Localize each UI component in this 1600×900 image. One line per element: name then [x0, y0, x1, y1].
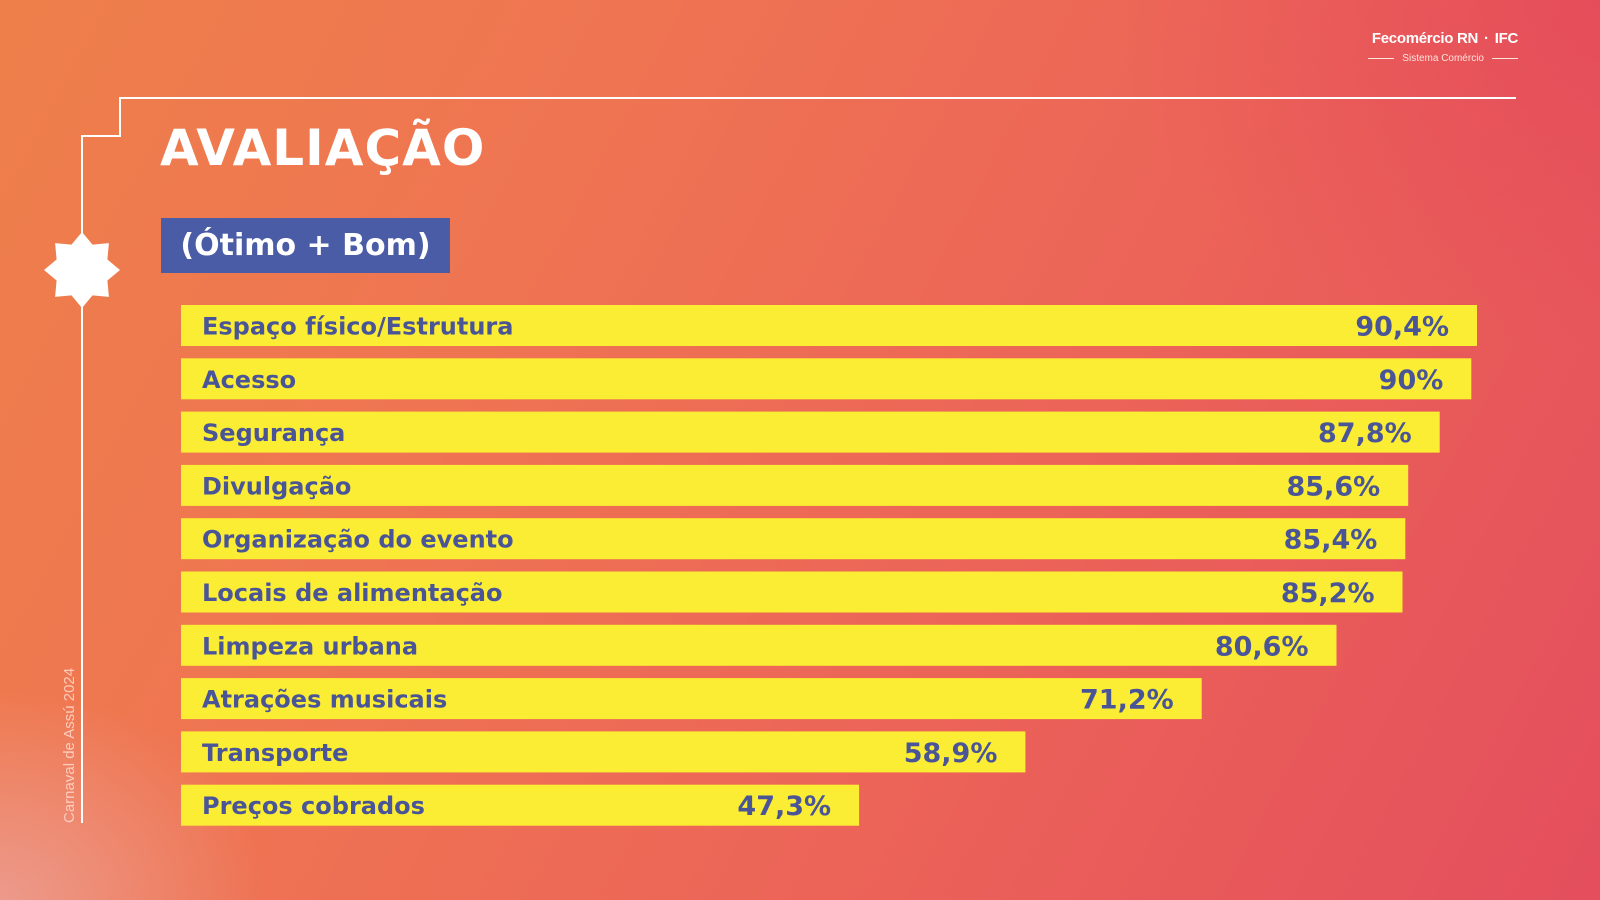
category-label: Atrações musicais [202, 686, 447, 714]
brand-tagline: Sistema Comércio [1402, 53, 1484, 64]
value-label: 90,4% [1355, 312, 1449, 343]
category-label: Preços cobrados [202, 792, 425, 820]
brand-name: Fecomércio RN [1371, 30, 1479, 47]
category-label: Acesso [202, 366, 296, 394]
bar-3 [181, 464, 1409, 506]
bar-0 [181, 305, 1477, 346]
bar-2 [181, 411, 1440, 453]
category-label: Locais de alimentação [202, 579, 502, 607]
partner-logo: IFC [1494, 30, 1519, 47]
subtitle-badge: (Ótimo + Bom) [161, 218, 450, 273]
event-caption: Carnaval de Assú 2024 [61, 667, 78, 823]
bar-8 [181, 731, 1026, 773]
page-title: AVALIAÇÃO [160, 119, 486, 177]
category-label: Organização do evento [202, 526, 514, 554]
value-label: 87,8% [1318, 418, 1412, 449]
category-label: Segurança [202, 419, 345, 447]
value-label: 58,9% [904, 738, 998, 769]
value-label: 80,6% [1215, 631, 1309, 662]
bar-9 [181, 784, 860, 826]
category-label: Transporte [202, 739, 348, 767]
value-label: 71,2% [1080, 685, 1174, 716]
bar-6 [181, 624, 1337, 666]
value-label: 90% [1379, 365, 1444, 396]
bar-5 [181, 571, 1403, 613]
value-label: 85,2% [1281, 578, 1375, 609]
logo-rule-left [1368, 58, 1395, 59]
category-label: Espaço físico/Estrutura [202, 313, 513, 341]
category-label: Divulgação [202, 472, 351, 500]
logo-rule-right [1492, 58, 1518, 59]
category-label: Limpeza urbana [202, 632, 418, 660]
logo-separator: · [1484, 30, 1489, 47]
bar-1 [181, 358, 1472, 400]
bar-7 [181, 678, 1202, 720]
bar-4 [181, 518, 1406, 560]
value-label: 85,4% [1284, 525, 1378, 556]
brand-logo: Fecomércio RN · IFC Sistema Comércio [1358, 30, 1518, 64]
value-label: 47,3% [737, 791, 831, 822]
value-label: 85,6% [1287, 471, 1381, 502]
